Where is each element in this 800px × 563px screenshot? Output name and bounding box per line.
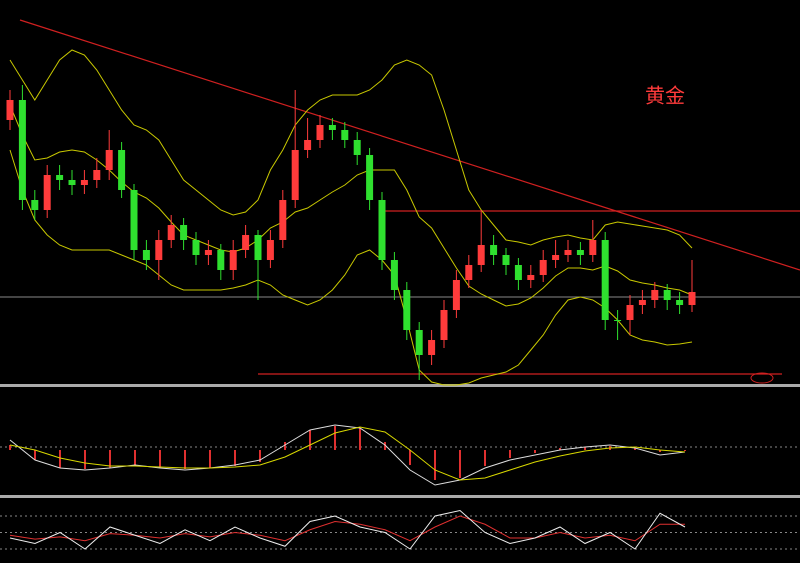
candle-body	[564, 250, 572, 255]
candle-body	[180, 225, 188, 240]
dea-line	[9, 426, 686, 481]
candle-body	[576, 250, 584, 255]
k-line	[9, 509, 686, 550]
candle-body	[626, 305, 634, 320]
candle-body	[316, 125, 324, 140]
d-line	[9, 515, 685, 542]
candle-body	[539, 260, 547, 275]
marker	[750, 372, 774, 384]
candle-body	[502, 255, 510, 265]
candle-body	[130, 190, 138, 250]
dif-line	[9, 424, 686, 486]
candle-body	[465, 265, 473, 280]
candle-body	[452, 280, 460, 310]
candle-body	[514, 265, 522, 280]
candle-body	[328, 125, 336, 130]
candle-body	[440, 310, 448, 340]
candle-body	[527, 275, 535, 280]
candle-body	[229, 250, 237, 270]
candle-body	[43, 175, 51, 210]
candle-body	[415, 330, 423, 355]
candle-body	[6, 100, 14, 120]
candle-body	[31, 200, 39, 210]
candle-body	[614, 320, 622, 321]
candle-body	[601, 240, 609, 320]
candle-body	[142, 250, 150, 260]
candle-body	[688, 292, 696, 305]
candle-body	[638, 300, 646, 305]
candle-body	[217, 250, 225, 270]
candle-body	[155, 240, 163, 260]
candle-body	[204, 250, 212, 255]
candle-body	[304, 140, 312, 150]
panel-separator	[0, 495, 800, 498]
candle-body	[403, 290, 411, 330]
candle-body	[366, 155, 374, 200]
candle-body	[80, 180, 88, 185]
chart-title: 黄金	[645, 84, 685, 108]
candle-body	[490, 245, 498, 255]
candle-body	[428, 340, 436, 355]
band-lower	[9, 149, 693, 386]
candle-body	[118, 150, 126, 190]
candle-body	[477, 245, 485, 265]
candle-body	[56, 175, 64, 180]
candle-body	[18, 100, 26, 200]
candle-body	[68, 180, 76, 185]
candle-body	[291, 150, 299, 200]
candle-body	[676, 300, 684, 305]
candle-body	[254, 235, 262, 260]
band-upper	[9, 49, 693, 249]
candle-body	[167, 225, 175, 240]
candle-body	[341, 130, 349, 140]
candle-body	[390, 260, 398, 290]
candle-body	[93, 170, 101, 180]
candle-body	[266, 240, 274, 260]
candle-body	[552, 255, 560, 260]
candle-body	[279, 200, 287, 240]
candle-body	[105, 150, 113, 170]
trend-line	[19, 19, 800, 271]
candle-body	[192, 240, 200, 255]
candle-body	[651, 290, 659, 300]
panel-separator	[0, 384, 800, 387]
candle-body	[242, 235, 250, 250]
candle-body	[663, 290, 671, 300]
candle-body	[353, 140, 361, 155]
candle-body	[589, 240, 597, 255]
candle-body	[378, 200, 386, 260]
band-middle	[9, 104, 693, 307]
